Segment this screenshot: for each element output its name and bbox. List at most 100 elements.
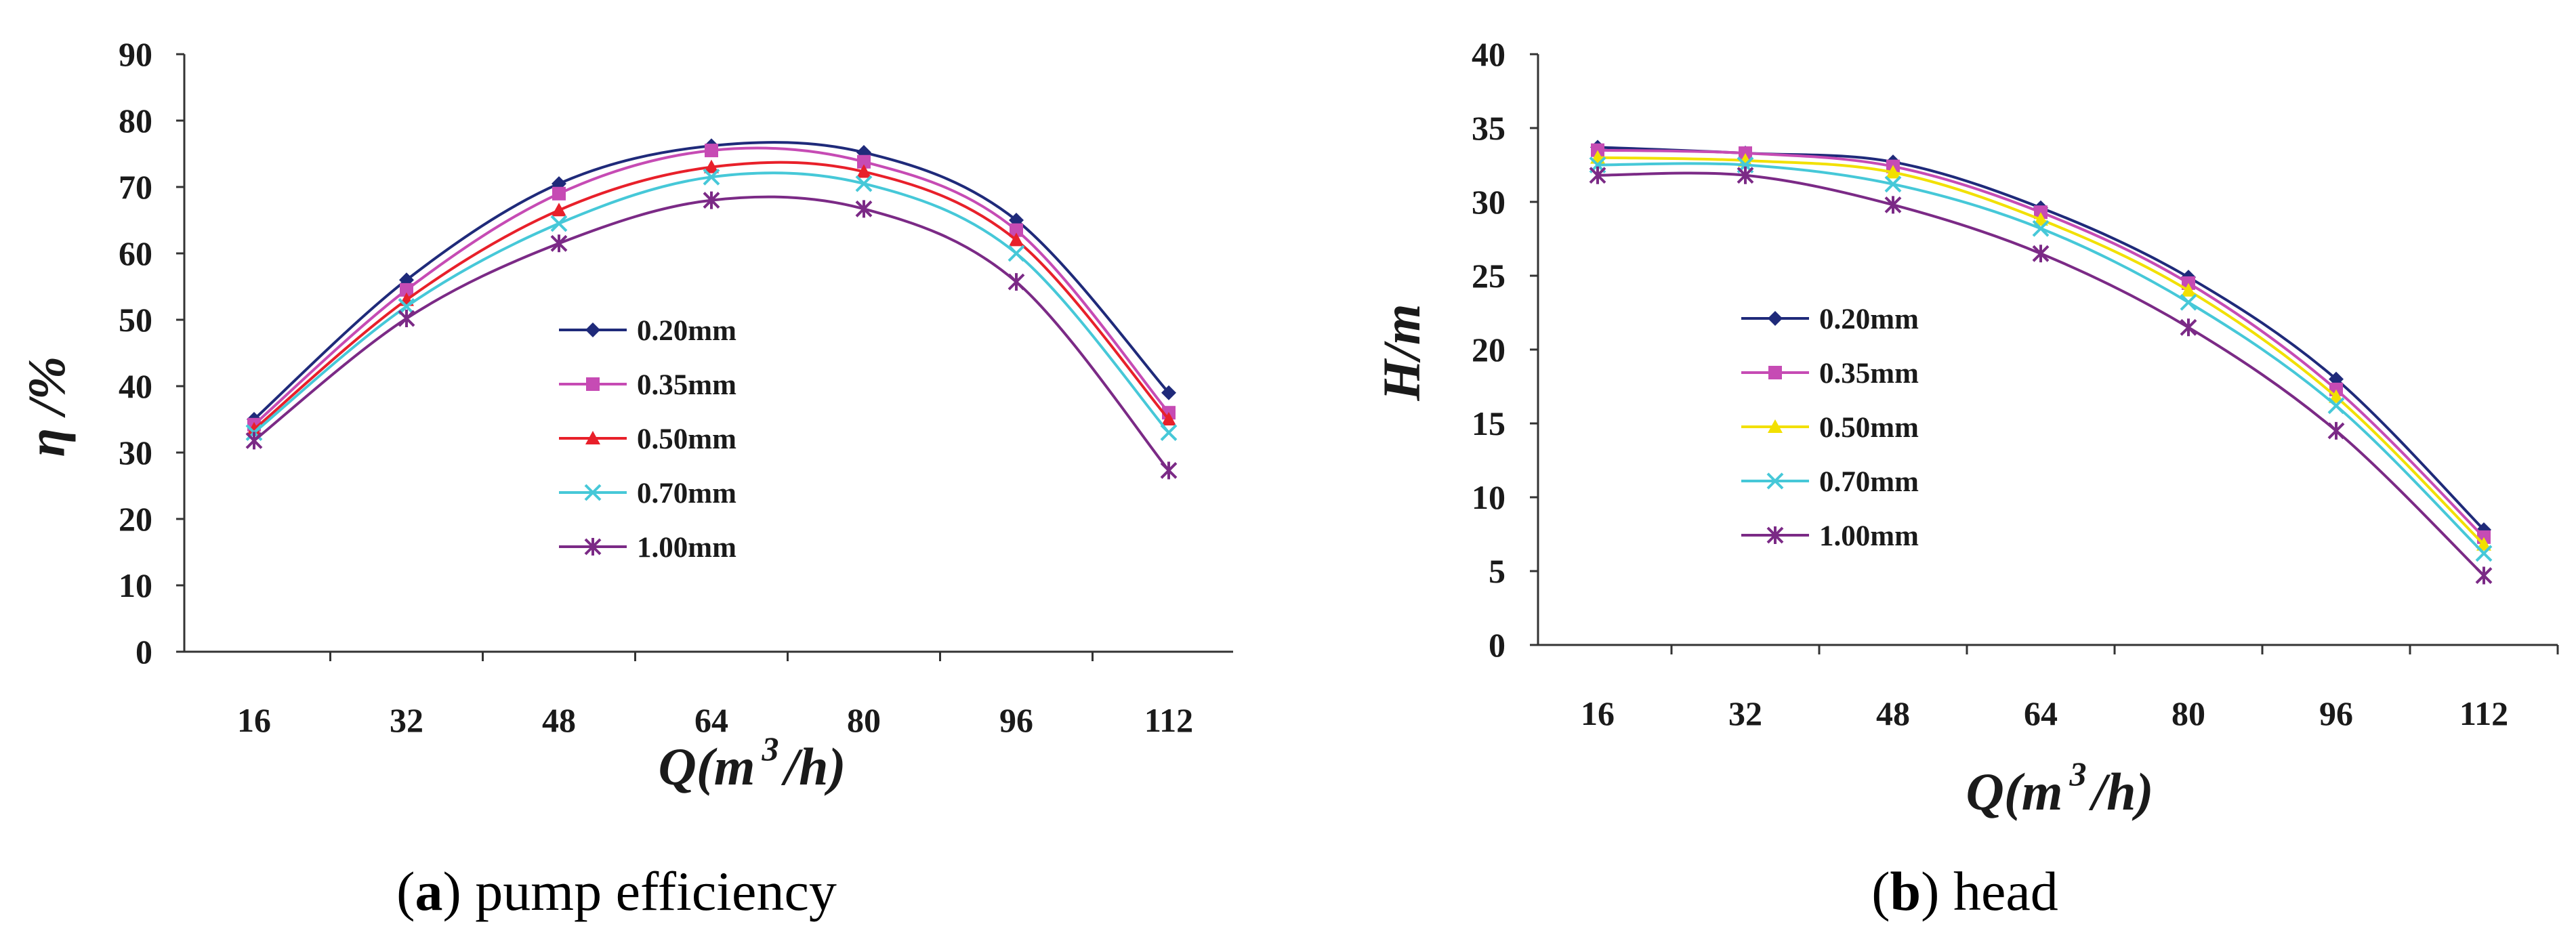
head-series-group <box>1589 140 2493 585</box>
head-point-1.00mm-96 <box>2327 421 2345 440</box>
efficiency-point-0.70mm-64 <box>703 168 720 186</box>
efficiency-point-0.70mm-48 <box>550 215 568 232</box>
head-legend: 0.20mm 0.35mm 0.50mm 0.70mm 1.00mm <box>1741 304 1919 552</box>
head-point-1.00mm-112 <box>2475 566 2493 585</box>
head-point-1.00mm-32 <box>1737 166 1754 184</box>
efficiency-point-1.00mm-80 <box>855 200 873 218</box>
efficiency-point-0.50mm-80 <box>856 164 871 178</box>
efficiency-point-0.35mm-80 <box>857 154 871 169</box>
head-x-tick-label: 112 <box>2459 694 2508 732</box>
head-point-0.70mm-80 <box>2180 293 2197 311</box>
efficiency-legend-label: 0.20mm <box>637 315 736 347</box>
efficiency-x-axis-title-sup: 3 <box>761 730 778 768</box>
efficiency-x-axis-title: Q(m 3/h) <box>658 730 846 796</box>
efficiency-x-tick-label: 64 <box>694 701 728 739</box>
efficiency-y-tick-label: 30 <box>119 434 152 472</box>
efficiency-x-tick-label: 112 <box>1144 701 1193 739</box>
efficiency-series-0.70mm <box>245 168 1178 442</box>
efficiency-y-tick-label: 10 <box>119 566 152 604</box>
head-point-0.70mm-112 <box>2475 545 2493 562</box>
efficiency-point-0.50mm-16 <box>247 421 262 436</box>
head-y-tick-label: 20 <box>1472 331 1505 369</box>
head-caption-label: b <box>1890 860 1921 922</box>
head-series-1.00mm <box>1589 166 2493 585</box>
head-legend-label: 0.20mm <box>1819 304 1919 335</box>
head-caption-text: head <box>1953 860 2058 922</box>
head-x-tick-label: 64 <box>2024 694 2058 732</box>
head-point-0.70mm-96 <box>2327 397 2345 415</box>
efficiency-legend-item-1.00mm: 1.00mm <box>559 532 736 564</box>
efficiency-point-0.70mm-32 <box>398 297 415 315</box>
efficiency-x-tick-label: 16 <box>237 701 271 739</box>
efficiency-x-tick-label: 32 <box>390 701 423 739</box>
efficiency-point-0.50mm-64 <box>704 159 719 173</box>
efficiency-point-0.35mm-96 <box>1010 223 1023 237</box>
efficiency-x-tick-label: 96 <box>999 701 1033 739</box>
efficiency-caption-text: pump efficiency <box>475 860 837 922</box>
efficiency-point-1.00mm-96 <box>1007 273 1025 291</box>
efficiency-point-0.35mm-48 <box>552 186 566 201</box>
head-y-tick-label: 40 <box>1472 35 1505 73</box>
head-x-tick-label: 80 <box>2172 694 2205 732</box>
head-y-tick-label: 25 <box>1472 257 1505 295</box>
efficiency-chart: 0 10 20 30 40 50 60 70 80 90 16 32 48 64 80 96 112 0.20m… <box>17 35 1233 922</box>
efficiency-point-1.00mm-48 <box>550 234 568 253</box>
efficiency-point-0.70mm-96 <box>1007 245 1025 262</box>
efficiency-caption-label: a <box>415 860 442 922</box>
head-point-0.70mm-64 <box>2032 219 2050 237</box>
efficiency-point-0.70mm-112 <box>1160 424 1178 442</box>
head-point-1.00mm-48 <box>1884 196 1902 214</box>
efficiency-legend-label: 0.35mm <box>637 369 736 401</box>
head-legend-item-1.00mm: 1.00mm <box>1741 520 1919 552</box>
efficiency-legend-label: 0.50mm <box>637 423 736 455</box>
efficiency-y-tick-label: 20 <box>119 500 152 538</box>
efficiency-point-0.50mm-48 <box>552 203 566 217</box>
head-legend-marker <box>1768 366 1782 379</box>
efficiency-point-1.00mm-32 <box>398 310 415 328</box>
head-x-tick-label: 48 <box>1876 694 1910 732</box>
head-point-0.50mm-48 <box>1886 165 1900 179</box>
head-x-axis-title: Q(m 3/h) <box>1966 755 2153 821</box>
head-legend-label: 1.00mm <box>1819 520 1919 552</box>
efficiency-point-0.35mm-32 <box>400 283 413 297</box>
efficiency-axes: 0 10 20 30 40 50 60 70 80 90 16 32 48 64 80 96 112 <box>119 35 1233 739</box>
efficiency-legend-item-0.70mm: 0.70mm <box>559 478 736 509</box>
efficiency-legend-marker <box>584 484 602 501</box>
efficiency-point-0.35mm-64 <box>705 144 718 158</box>
head-y-tick-label: 0 <box>1489 626 1505 664</box>
head-point-0.70mm-48 <box>1884 175 1902 193</box>
head-y-tick-label: 30 <box>1472 183 1505 221</box>
head-legend-item-0.50mm: 0.50mm <box>1741 412 1919 444</box>
head-legend-item-0.70mm: 0.70mm <box>1741 466 1919 498</box>
head-point-1.00mm-16 <box>1589 166 1606 184</box>
efficiency-y-tick-label: 80 <box>119 102 152 140</box>
efficiency-legend-item-0.20mm: 0.20mm <box>559 315 736 347</box>
efficiency-legend-item-0.35mm: 0.35mm <box>559 369 736 401</box>
head-y-tick-label: 10 <box>1472 478 1505 516</box>
head-point-1.00mm-80 <box>2180 318 2197 337</box>
head-legend-label: 0.50mm <box>1819 412 1919 444</box>
head-x-axis-title-main: Q(m <box>1966 762 2062 821</box>
head-axes: 0 5 10 15 20 25 30 35 40 16 32 48 64 80 96 112 <box>1472 35 2559 732</box>
efficiency-x-tick-label: 48 <box>542 701 576 739</box>
efficiency-point-0.50mm-96 <box>1009 232 1024 247</box>
efficiency-point-1.00mm-64 <box>703 191 720 209</box>
head-legend-label: 0.35mm <box>1819 358 1919 390</box>
head-x-axis-title-sup: 3 <box>2069 755 2086 793</box>
efficiency-y-axis-title: η /% <box>17 356 76 457</box>
efficiency-y-tick-label: 40 <box>119 367 152 405</box>
efficiency-legend-marker <box>585 431 600 444</box>
efficiency-y-tick-label: 90 <box>119 35 152 73</box>
head-series-0.70mm <box>1589 156 2493 562</box>
head-y-tick-label: 35 <box>1472 109 1505 147</box>
efficiency-y-tick-label: 70 <box>119 168 152 206</box>
efficiency-series-group <box>245 138 1178 480</box>
head-x-tick-label: 96 <box>2319 694 2353 732</box>
efficiency-x-axis-title-main: Q(m <box>658 737 755 796</box>
efficiency-y-tick-label: 60 <box>119 234 152 272</box>
head-legend-marker <box>1768 419 1783 433</box>
head-legend-marker <box>1766 472 1784 490</box>
efficiency-y-tick-label: 50 <box>119 301 152 339</box>
